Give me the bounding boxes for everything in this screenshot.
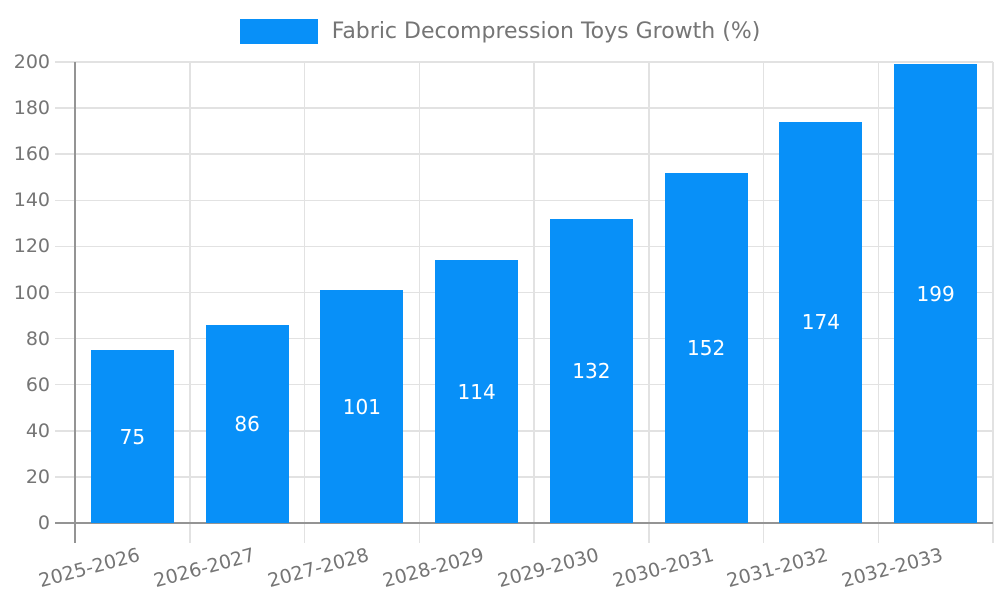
x-tick-label: 2030-2031 [610, 544, 716, 593]
legend-label: Fabric Decompression Toys Growth (%) [331, 19, 761, 44]
y-tick-label: 60 [25, 373, 50, 396]
y-tick-label: 200 [13, 51, 50, 73]
gridline-vertical [877, 62, 879, 543]
plot-area: 75 86 101 114 132 152 174 199 [55, 61, 994, 543]
x-tick-label: 2026-2027 [151, 544, 257, 593]
bar: 75 [90, 350, 174, 523]
gridline-vertical [189, 62, 191, 543]
x-tick-label: 2029-2030 [495, 544, 602, 593]
gridline-vertical [533, 62, 535, 543]
bar: 114 [435, 260, 519, 523]
y-axis-line [74, 62, 76, 543]
bar-value-label: 132 [572, 358, 611, 383]
gridline-vertical [992, 62, 994, 543]
gridline-horizontal [55, 291, 993, 294]
gridline-horizontal [55, 199, 993, 202]
gridline-horizontal [55, 61, 993, 63]
gridline-vertical [418, 62, 420, 543]
bar: 174 [779, 121, 863, 523]
bar-value-label: 199 [916, 281, 955, 306]
x-tick-label: 2025-2026 [36, 544, 143, 593]
gridline-vertical [762, 62, 765, 543]
x-axis-line [55, 522, 993, 524]
y-tick-label: 80 [25, 327, 50, 350]
y-tick-label: 120 [13, 235, 50, 258]
gridline-horizontal [55, 107, 993, 109]
x-tick-label: 2027-2028 [265, 544, 372, 593]
bar-value-label: 174 [801, 310, 840, 335]
bar-value-label: 101 [342, 394, 381, 419]
y-tick-label: 100 [13, 281, 50, 304]
gridline-vertical [303, 62, 306, 543]
gridline-vertical [648, 62, 650, 543]
bar-value-label: 75 [119, 424, 146, 449]
x-tick-label: 2028-2029 [380, 544, 487, 593]
y-tick-label: 0 [37, 512, 50, 534]
bar-value-label: 114 [457, 379, 496, 404]
x-tick-label: 2031-2032 [724, 544, 831, 593]
bar: 101 [320, 290, 404, 523]
gridline-horizontal [55, 430, 993, 432]
gridline-horizontal [55, 337, 993, 340]
y-tick-label: 40 [25, 419, 50, 442]
gridline-horizontal [55, 383, 993, 386]
y-tick-label: 140 [13, 189, 50, 212]
bar: 132 [549, 218, 633, 523]
gridline-horizontal [55, 153, 993, 155]
bar-value-label: 86 [234, 411, 260, 436]
bar: 86 [205, 324, 289, 523]
legend: Fabric Decompression Toys Growth (%) [0, 19, 1000, 44]
gridline-horizontal [55, 245, 993, 248]
y-tick-label: 20 [25, 465, 50, 488]
bar: 152 [664, 172, 748, 523]
x-tick-label: 2032-2033 [839, 544, 946, 593]
y-tick-label: 160 [13, 143, 50, 166]
gridline-horizontal [55, 476, 993, 478]
legend-swatch [239, 19, 318, 44]
bar-value-label: 152 [687, 335, 726, 360]
bar: 199 [894, 64, 978, 523]
y-tick-label: 180 [13, 97, 50, 120]
